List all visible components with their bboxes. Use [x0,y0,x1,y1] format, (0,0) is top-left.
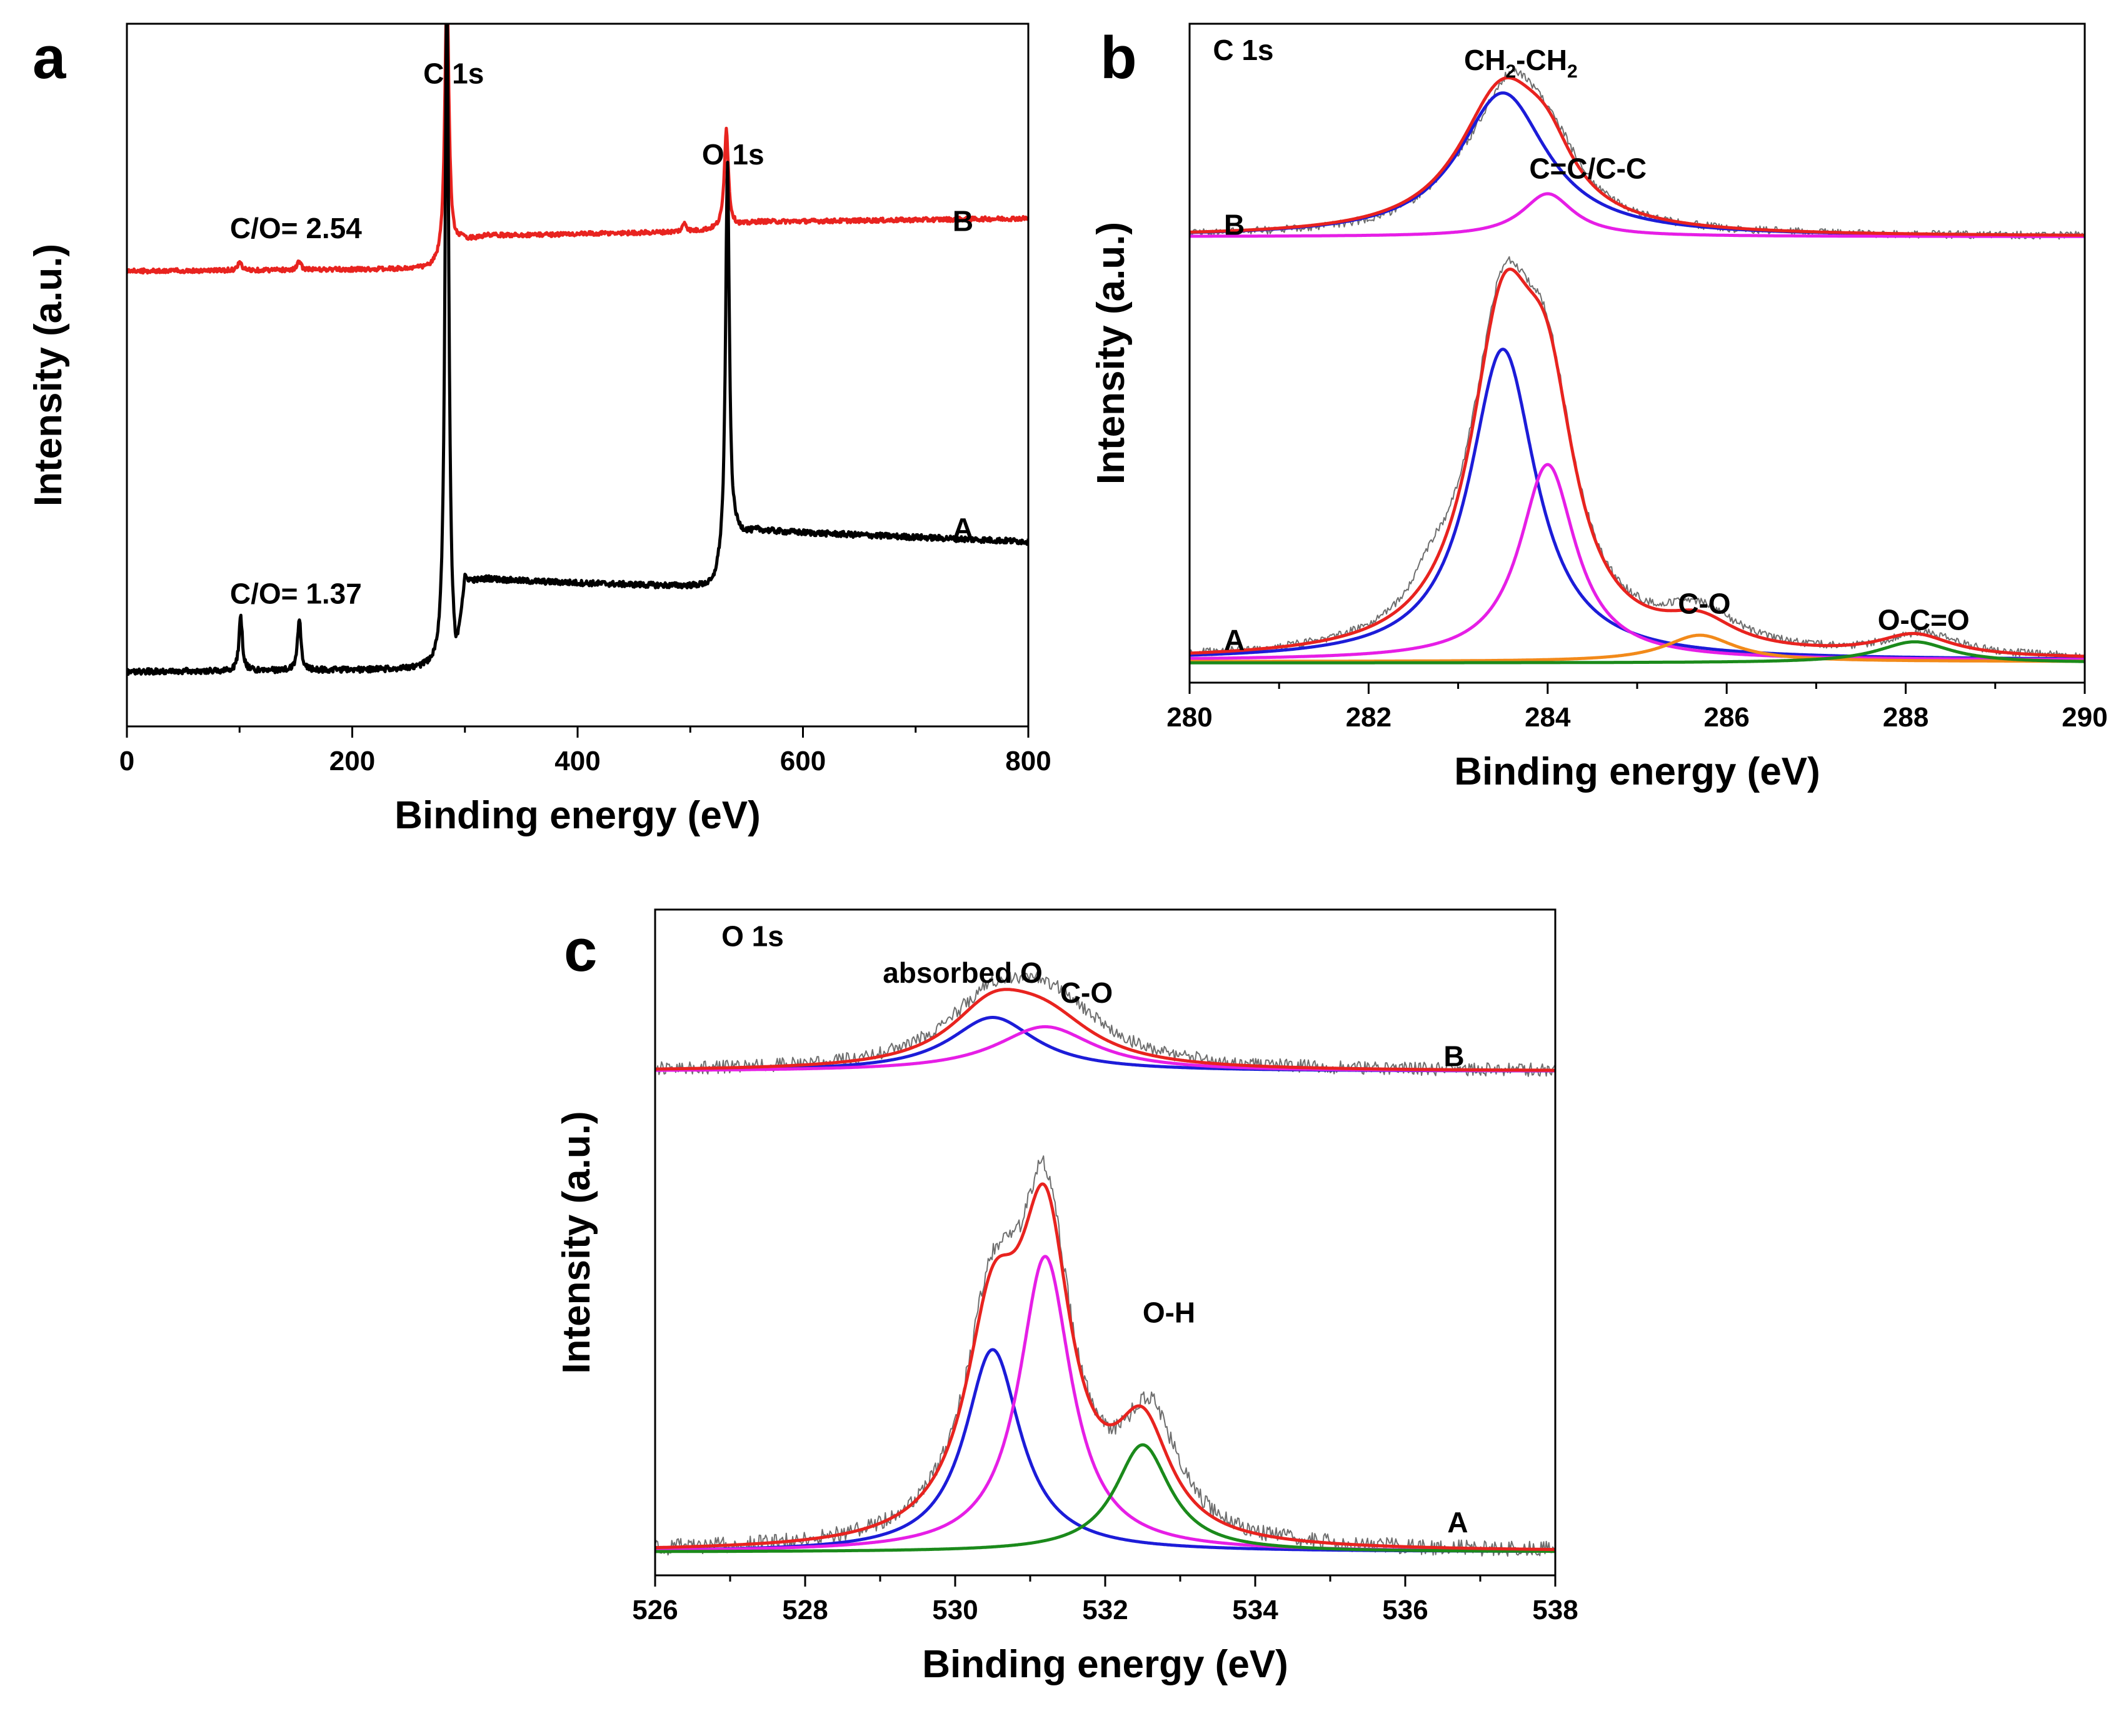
x-tick-label: 536 [1382,1595,1428,1625]
y-axis-label: Intensity (a.u.) [27,244,70,506]
y-axis-label: Intensity (a.u.) [1090,222,1133,484]
annotation-label: C=C/C-C [1529,153,1647,185]
x-tick-label: 282 [1346,702,1391,733]
series-a-c-c-c-c [1190,463,2085,661]
x-tick-label: 528 [782,1595,828,1625]
plot-frame [654,908,1557,1577]
annotation-label: C-O [1678,587,1730,620]
annotation-label: O-H [1143,1296,1195,1328]
plot-frame [1188,23,2086,684]
panel-label: b [1100,24,1137,91]
panel-b: 280 282 284 286 288 290 Binding energy (eV) Int… [1090,23,2108,793]
annotation-label: C/O= 2.54 [230,212,362,244]
annotation-label: CH2-CH2 [1464,44,1578,82]
series-a-c-o [655,1255,1555,1553]
annotation-label: C 1s [1213,34,1273,66]
series-a-o-h [655,1443,1555,1553]
annotation-label: A [953,512,973,544]
x-tick-label: 280 [1166,702,1212,733]
x-tick-label: 600 [780,746,826,776]
x-tick-label: 284 [1525,702,1571,733]
x-tick-label: 290 [2062,702,2107,733]
plot-area [127,24,1028,676]
series-a-data [655,1155,1555,1557]
x-tick-label: 288 [1883,702,1928,733]
panel-label: a [33,24,66,91]
plot-area [655,971,1555,1557]
annotation-label: A [1447,1506,1468,1538]
x-tick-label: 400 [554,746,600,776]
annotation-label: O-C=O [1878,604,1970,636]
series-a-data [1190,256,2085,660]
annotation-label: C-O [1060,976,1113,1009]
series-b-fit [1190,76,2085,237]
series-a-fit [1190,268,2085,658]
annotation-label: A [1224,623,1245,656]
series-a-fit [655,1182,1555,1552]
x-tick-label: 530 [932,1595,978,1625]
x-axis-label: Binding energy (eV) [922,1643,1288,1686]
x-tick-label: 532 [1082,1595,1128,1625]
series-a-absorbed-o [655,1348,1555,1553]
series-b-fit [655,988,1555,1072]
x-tick-label: 526 [632,1595,678,1625]
panel-c: 526 528 530 532 534 536 538 Binding energy (eV)… [555,908,1578,1686]
series-b-data [655,971,1555,1077]
y-axis-label: Intensity (a.u.) [555,1111,598,1373]
x-tick-label: 0 [119,746,134,776]
annotation-label: O 1s [721,920,784,953]
series-a [127,24,1028,676]
x-tick-label: 200 [329,746,375,776]
x-tick-label: 538 [1532,1595,1578,1625]
annotation-label: B [1443,1040,1464,1072]
annotation-label: O 1s [702,138,765,171]
plot-area [1190,68,2085,665]
plot-frame [126,23,1030,728]
annotation-label: C/O= 1.37 [230,577,362,610]
x-tick-label: 800 [1005,746,1051,776]
x-tick-label: 286 [1703,702,1749,733]
x-axis-label: Binding energy (eV) [394,794,761,837]
x-axis-label: Binding energy (eV) [1454,750,1820,793]
annotation-label: B [1224,208,1245,241]
series-a-o-c-o [1190,640,2085,665]
annotation-label: B [953,205,973,238]
annotation-label: C 1s [423,58,484,90]
panel-a: 0 200 400 600 800 Binding energy (eV) Intensit… [27,23,1051,837]
annotation-label: absorbed O [883,956,1043,989]
panel-label: c [564,917,597,984]
series-b-c-c-c-c [1190,192,2085,238]
x-tick-label: 534 [1232,1595,1278,1625]
series-b-data [1190,68,2085,240]
series-b [127,24,1028,275]
